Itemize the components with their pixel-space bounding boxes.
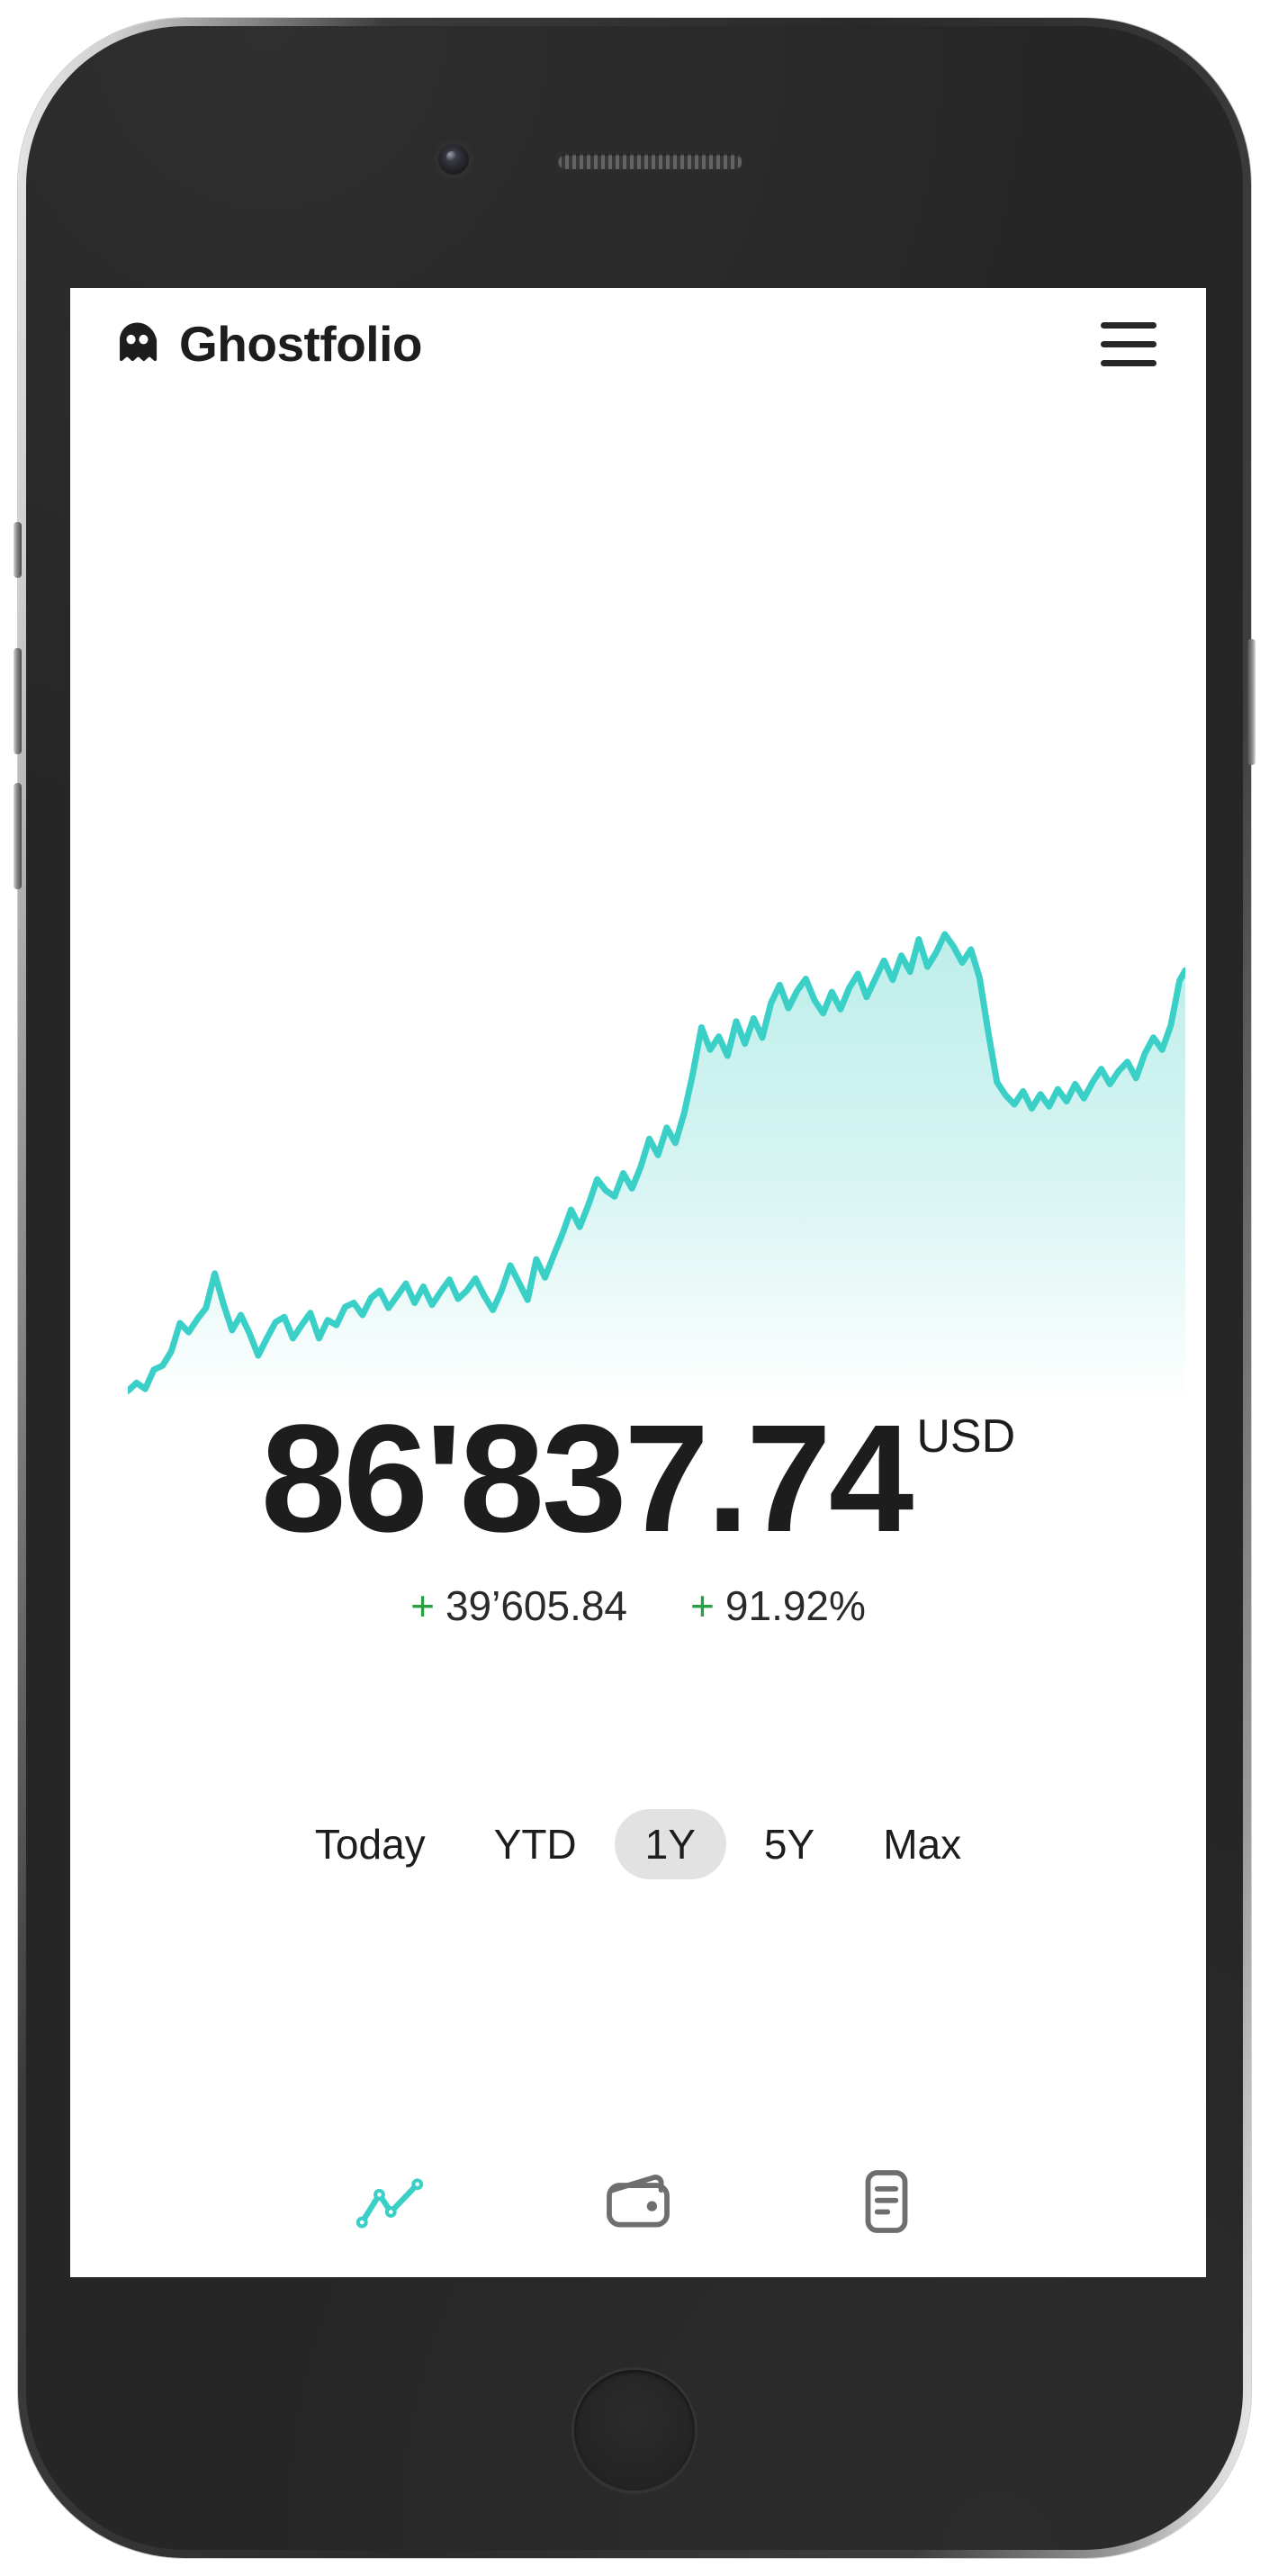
brand[interactable]: Ghostfolio	[113, 315, 422, 372]
silent-switch[interactable]	[14, 522, 22, 578]
app-title: Ghostfolio	[179, 315, 422, 372]
portfolio-change-row: + 39’605.84 + 91.92%	[70, 1581, 1206, 1630]
bottom-navigation[interactable]	[70, 2158, 1206, 2245]
menu-bar-2	[1101, 340, 1156, 347]
phone-screen: Ghostfolio	[70, 288, 1206, 2277]
range-tab-max[interactable]: Max	[852, 1809, 992, 1879]
absolute-change-sign: +	[410, 1581, 435, 1629]
range-tab-1y[interactable]: 1Y	[614, 1809, 726, 1879]
document-icon	[865, 2170, 908, 2233]
percent-change: + 91.92%	[690, 1581, 866, 1630]
portfolio-value-block: 86'837.74 USD + 39’605.84 + 91.92%	[70, 1393, 1206, 1630]
nav-accounts[interactable]	[843, 2158, 930, 2245]
volume-up-button[interactable]	[14, 648, 22, 754]
absolute-change-value: 39’605.84	[445, 1581, 628, 1629]
portfolio-value: 86'837.74 USD	[260, 1393, 1016, 1564]
range-tab-ytd[interactable]: YTD	[464, 1809, 608, 1879]
app-header: Ghostfolio	[70, 288, 1206, 400]
chart-line	[128, 931, 1185, 1394]
menu-bar-3	[1101, 359, 1156, 366]
range-tab-today[interactable]: Today	[284, 1809, 456, 1879]
line-chart-icon	[356, 2178, 424, 2229]
portfolio-performance-chart[interactable]	[128, 918, 1185, 1404]
power-button[interactable]	[1247, 639, 1256, 765]
volume-down-button[interactable]	[14, 783, 22, 889]
front-camera-icon	[438, 144, 469, 175]
date-range-selector[interactable]: Today YTD 1Y 5Y Max	[70, 1809, 1206, 1879]
chart-svg	[128, 931, 1185, 1404]
ghost-icon	[120, 321, 158, 361]
percent-change-sign: +	[690, 1581, 715, 1629]
portfolio-value-currency: USD	[916, 1410, 1016, 1463]
chart-area-fill	[128, 934, 1185, 1404]
hamburger-menu-icon[interactable]	[1092, 307, 1166, 381]
phone-device: Ghostfolio	[14, 18, 1256, 2558]
wallet-icon	[607, 2175, 670, 2228]
earpiece-speaker-icon	[558, 154, 742, 169]
menu-bar-1	[1101, 321, 1156, 329]
percent-change-value: 91.92%	[724, 1581, 866, 1629]
home-button[interactable]	[572, 2367, 698, 2493]
nav-overview[interactable]	[346, 2158, 433, 2245]
absolute-change: + 39’605.84	[410, 1581, 627, 1630]
range-tab-5y[interactable]: 5Y	[734, 1809, 845, 1879]
portfolio-value-amount: 86'837.74	[260, 1393, 914, 1564]
nav-portfolio[interactable]	[595, 2158, 681, 2245]
